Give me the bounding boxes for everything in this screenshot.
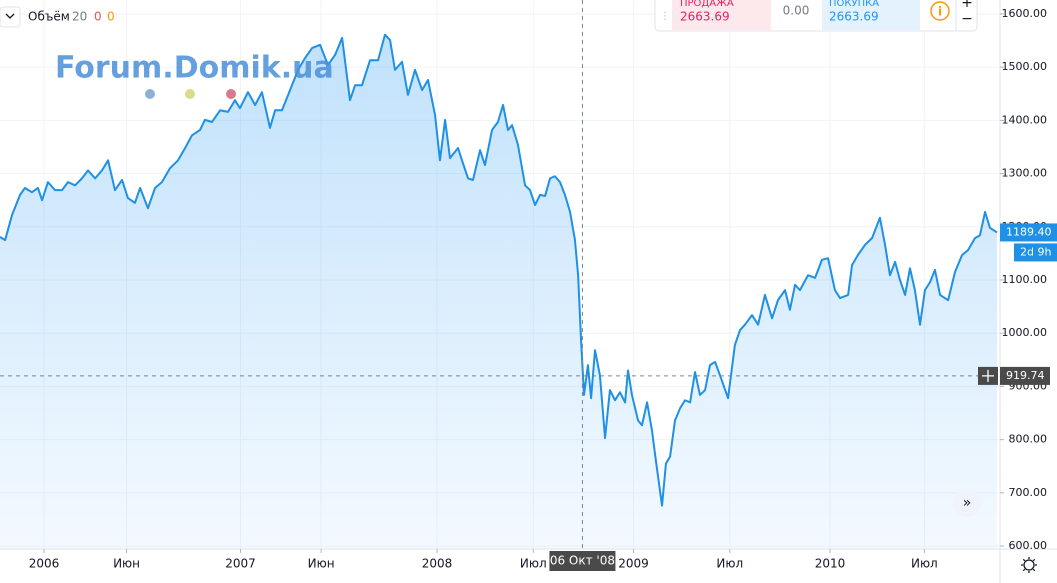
buy-button[interactable] bbox=[822, 0, 920, 30]
x-tick-label: 2010 bbox=[815, 557, 846, 571]
plus-button[interactable]: + bbox=[961, 0, 973, 11]
watermark-dot bbox=[185, 89, 195, 99]
crosshair-time-box bbox=[549, 551, 616, 571]
settings-button[interactable] bbox=[1023, 559, 1035, 571]
last-value-label: 1189.40 bbox=[1006, 225, 1052, 238]
x-tick-label: 2008 bbox=[422, 557, 453, 571]
info-button[interactable] bbox=[930, 1, 950, 21]
legend-value: 0 bbox=[94, 10, 102, 24]
crosshair-time-label: 06 Окт '08 bbox=[550, 554, 615, 568]
y-tick-label: 1000.00 bbox=[1002, 326, 1048, 339]
order-panel: ⋮⋮ ПРОДАЖА 2663.69 0.00 ПОКУПКА 2663.69 … bbox=[654, 0, 978, 32]
x-tick-label: 2007 bbox=[225, 557, 256, 571]
watermark-dot bbox=[226, 89, 236, 99]
x-tick-label: 2009 bbox=[618, 557, 649, 571]
legend-value: 0 bbox=[107, 10, 115, 24]
countdown-box bbox=[1014, 243, 1057, 262]
gear-teeth bbox=[1021, 557, 1037, 573]
y-tick-label: 1500.00 bbox=[1002, 60, 1048, 73]
y-tick-label: 800.00 bbox=[1009, 433, 1048, 446]
legend-period: 20 bbox=[72, 10, 87, 24]
countdown: 2d 9h bbox=[1020, 245, 1051, 258]
sell-label: ПРОДАЖА bbox=[680, 0, 734, 9]
chevron-icon bbox=[5, 13, 15, 19]
volume-legend[interactable]: Объём 20 0 0 bbox=[0, 6, 115, 28]
info-icon: i bbox=[938, 5, 942, 19]
y-tick-label: 1600.00 bbox=[1002, 7, 1048, 20]
collapse-button[interactable] bbox=[0, 6, 21, 28]
scroll-to-end-button[interactable] bbox=[953, 489, 981, 517]
minus-button[interactable]: − bbox=[961, 11, 973, 27]
y-tick-label: 1300.00 bbox=[1002, 167, 1048, 180]
x-tick-label: Июн bbox=[113, 557, 140, 571]
buy-price: 2663.69 bbox=[829, 10, 879, 24]
spread: 0.00 bbox=[783, 4, 810, 18]
crosshair-price-box bbox=[1000, 366, 1050, 385]
watermark: Forum.Domik.ua bbox=[55, 51, 334, 86]
x-tick-label: Июл bbox=[716, 557, 743, 571]
area-fill bbox=[0, 34, 998, 550]
buy-label: ПОКУПКА bbox=[829, 0, 879, 9]
x-tick-label: Июл bbox=[911, 557, 938, 571]
y-tick-label: 600.00 bbox=[1009, 539, 1048, 552]
crosshair-plus-icon bbox=[982, 369, 994, 382]
y-tick-label: 1100.00 bbox=[1002, 273, 1048, 286]
legend-name: Объём bbox=[28, 10, 70, 24]
price-line bbox=[0, 33, 998, 507]
sell-button[interactable] bbox=[672, 0, 771, 30]
last-value-box bbox=[1000, 223, 1057, 242]
sell-price: 2663.69 bbox=[680, 10, 730, 24]
y-tick-label: 1400.00 bbox=[1002, 113, 1048, 126]
scroll-icon: » bbox=[963, 495, 972, 511]
watermark-dot bbox=[145, 89, 155, 99]
x-tick-label: 2006 bbox=[29, 557, 60, 571]
drag-handle[interactable]: ⋮⋮ bbox=[660, 11, 680, 22]
crosshair-price-label: 919.74 bbox=[1006, 369, 1045, 382]
x-tick-label: Июн bbox=[308, 557, 335, 571]
y-tick-label: 700.00 bbox=[1009, 486, 1048, 499]
x-tick-label: Июл bbox=[520, 557, 547, 571]
